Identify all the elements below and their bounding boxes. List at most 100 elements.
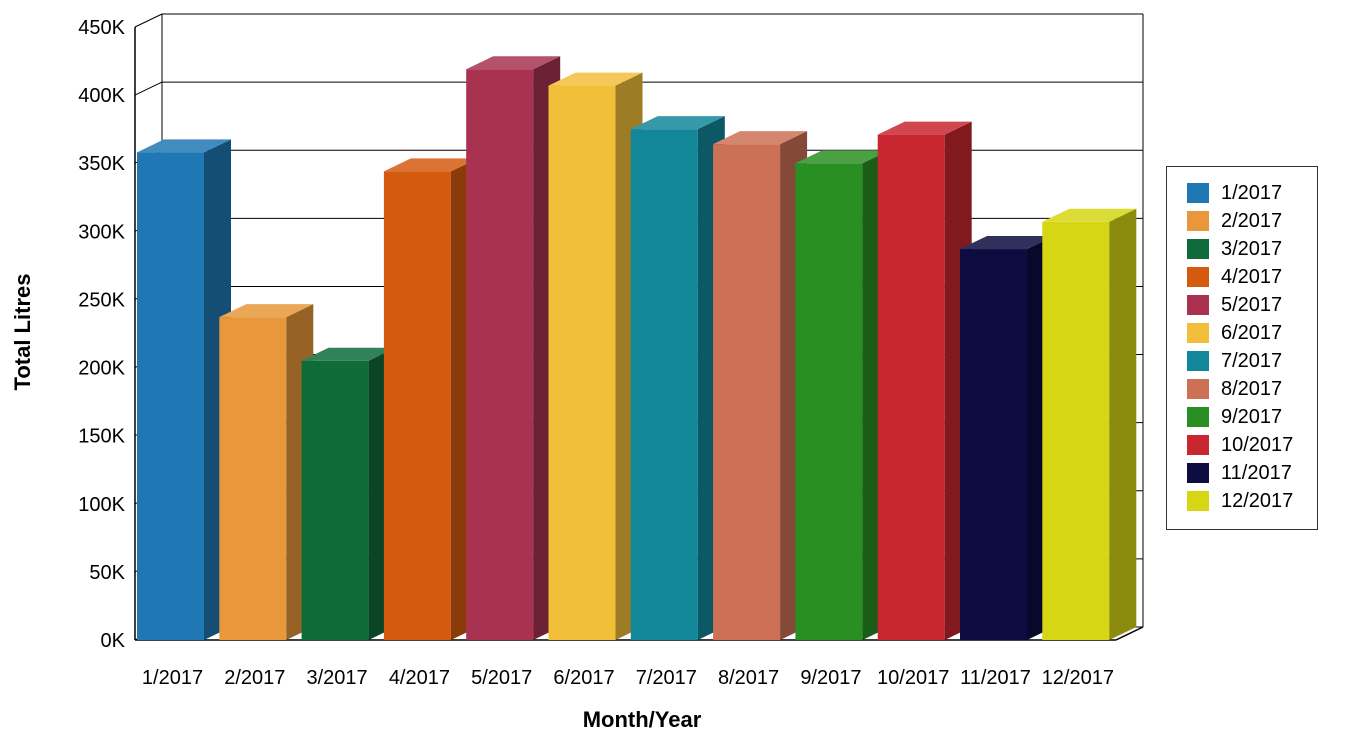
y-tick-label: 400K — [78, 85, 125, 107]
bar-top — [630, 116, 725, 130]
y-tick-label: 200K — [78, 358, 125, 380]
legend-label: 4/2017 — [1221, 265, 1283, 288]
x-tick-label: 10/2017 — [877, 667, 949, 689]
y-axis-title: Total Litres — [10, 274, 35, 391]
x-tick-label: 7/2017 — [636, 667, 697, 689]
bar-12 — [1042, 208, 1137, 640]
legend-item: 7/2017 — [1167, 347, 1317, 375]
legend-label: 9/2017 — [1221, 405, 1283, 428]
legend-item: 12/2017 — [1167, 487, 1317, 515]
legend-item: 1/2017 — [1167, 179, 1317, 207]
legend-swatch — [1187, 491, 1209, 511]
bar-top — [301, 347, 396, 361]
legend-label: 5/2017 — [1221, 293, 1283, 316]
legend-swatch — [1187, 407, 1209, 427]
bar-top — [1042, 208, 1137, 222]
legend-label: 3/2017 — [1221, 237, 1283, 260]
legend-swatch — [1187, 323, 1209, 343]
bar-front — [466, 69, 534, 641]
legend-label: 12/2017 — [1221, 489, 1294, 512]
x-tick-label: 1/2017 — [142, 667, 203, 689]
legend-item: 5/2017 — [1167, 291, 1317, 319]
bar-7 — [630, 116, 725, 640]
gridline-side — [134, 81, 163, 96]
bar-front — [630, 129, 698, 640]
y-tick-label: 50K — [89, 562, 125, 584]
legend-label: 2/2017 — [1221, 209, 1283, 232]
bar-front — [548, 85, 616, 640]
bar-top — [713, 131, 808, 145]
legend-swatch — [1187, 267, 1209, 287]
legend-swatch — [1187, 463, 1209, 483]
legend-label: 8/2017 — [1221, 377, 1283, 400]
legend-label: 11/2017 — [1221, 461, 1292, 484]
y-tick-label: 100K — [78, 494, 125, 516]
bar-top — [219, 304, 314, 318]
x-tick-label: 9/2017 — [800, 667, 861, 689]
legend-swatch — [1187, 435, 1209, 455]
legend-item: 8/2017 — [1167, 375, 1317, 403]
labels: 0K 50K 100K 150K 200K 250K 300K 350K 400K 450K 1/2… — [78, 17, 1114, 689]
bar-6 — [548, 72, 643, 640]
bar-top — [877, 121, 972, 135]
bar-side — [1109, 208, 1137, 640]
bar-front — [219, 317, 287, 640]
legend-swatch — [1187, 351, 1209, 371]
legend: 1/2017 2/2017 3/2017 4/2017 5/2017 6/2017 7/20… — [1166, 166, 1318, 530]
x-axis-title: Month/Year — [583, 707, 702, 732]
bars — [137, 56, 1137, 641]
bar-5 — [466, 56, 561, 641]
bar-3 — [301, 347, 396, 640]
bar-front — [713, 144, 781, 640]
bar-front — [1042, 221, 1110, 640]
y-tick-label: 0K — [101, 630, 126, 652]
x-tick-label: 12/2017 — [1042, 667, 1114, 689]
legend-swatch — [1187, 379, 1209, 399]
y-tick-label: 300K — [78, 221, 125, 243]
legend-item: 9/2017 — [1167, 403, 1317, 431]
bar-11 — [960, 236, 1054, 640]
legend-label: 1/2017 — [1221, 181, 1283, 204]
x-tick-label: 8/2017 — [718, 667, 779, 689]
bar-top — [137, 139, 231, 153]
legend-label: 10/2017 — [1221, 433, 1294, 456]
bar-top — [383, 158, 478, 172]
legend-item: 10/2017 — [1167, 431, 1317, 459]
legend-swatch — [1187, 295, 1209, 315]
bar-front — [960, 249, 1027, 640]
bar-4 — [383, 158, 478, 640]
bar-front — [301, 360, 369, 640]
legend-label: 7/2017 — [1221, 349, 1283, 372]
x-tick-label: 4/2017 — [389, 667, 450, 689]
legend-swatch — [1187, 239, 1209, 259]
bar-front — [137, 152, 204, 640]
y-tick-label: 250K — [78, 289, 125, 311]
bar-2 — [219, 304, 314, 640]
bar-top — [795, 150, 890, 164]
bar-8 — [713, 131, 808, 640]
legend-item: 11/2017 — [1167, 459, 1317, 487]
gridline-side — [134, 13, 163, 28]
bar-9 — [795, 150, 890, 640]
bar-top — [548, 72, 643, 86]
x-tick-label: 3/2017 — [307, 667, 368, 689]
bar-front — [877, 134, 945, 641]
x-tick-label: 6/2017 — [553, 667, 614, 689]
y-tick-label: 450K — [78, 17, 125, 39]
x-tick-label: 11/2017 — [960, 667, 1031, 689]
bar-front — [795, 163, 863, 640]
bar-10 — [877, 121, 972, 641]
legend-item: 3/2017 — [1167, 235, 1317, 263]
bar-top — [466, 56, 561, 70]
bar-front — [383, 171, 451, 640]
legend-item: 4/2017 — [1167, 263, 1317, 291]
y-tick-label: 150K — [78, 426, 125, 448]
y-tick-label: 350K — [78, 153, 125, 175]
legend-item: 6/2017 — [1167, 319, 1317, 347]
legend-label: 6/2017 — [1221, 321, 1283, 344]
legend-swatch — [1187, 211, 1209, 231]
bar-top — [960, 236, 1054, 250]
x-tick-label: 5/2017 — [471, 667, 532, 689]
floor-edge — [1115, 626, 1144, 641]
